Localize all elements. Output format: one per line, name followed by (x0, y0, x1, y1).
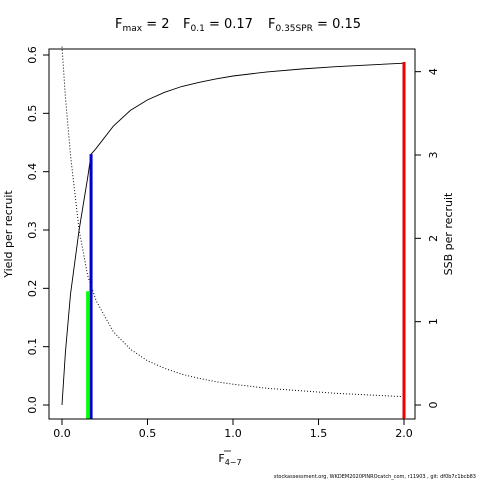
y-left-tick-label: 0.2 (26, 280, 39, 298)
x-tick-label: 0.0 (53, 427, 71, 440)
footer-note: stockassessment.org, WKDEM2020PINROcatch… (274, 474, 476, 480)
x-tick-label: 1.0 (224, 427, 242, 440)
yield-per-recruit-line (61, 62, 405, 406)
y-left-tick-label: 0.4 (26, 163, 39, 181)
y-right-tick-label: 1 (427, 318, 440, 325)
reference-lines (86, 62, 406, 419)
title-part-0-1: F0.1 = 0.17 (183, 17, 253, 34)
y-axis-right: 0 1 2 3 4 (414, 68, 440, 409)
y-right-tick-label: 0 (427, 402, 440, 409)
x-tick-label: 1.5 (310, 427, 328, 440)
series-curves (61, 46, 405, 406)
title-part-max: Fmax = 2 (115, 17, 170, 34)
y-axis-left-label: Yield per recruit (2, 190, 15, 279)
title-part-0-35SPR: F0.35SPR = 0.15 (268, 17, 361, 34)
y-left-tick-label: 0.0 (26, 396, 39, 414)
ssb-per-recruit-line (61, 46, 405, 398)
y-right-tick-label: 4 (427, 68, 440, 75)
x-axis-label: F4−7 (218, 450, 242, 467)
y-left-tick-label: 0.1 (26, 338, 39, 356)
plot-frame (48, 48, 416, 420)
x-tick-label: 0.5 (139, 427, 157, 440)
x-axis-label-text: F4−7 (218, 452, 241, 467)
y-left-tick-label: 0.3 (26, 221, 39, 239)
y-axis-right-label: SSB per recruit (442, 192, 455, 275)
y-axis-left: 0.0 0.1 0.2 0.3 0.4 0.5 0.6 (26, 46, 50, 414)
chart-title: Fmax = 2 F0.1 = 0.17 F0.35SPR = 0.15 (115, 17, 361, 34)
x-axis: 0.0 0.5 1.0 1.5 2.0 (53, 418, 413, 440)
y-left-tick-label: 0.5 (26, 105, 39, 123)
y-right-tick-label: 3 (427, 152, 440, 159)
y-left-tick-label: 0.6 (26, 46, 39, 64)
x-tick-label: 2.0 (395, 427, 413, 440)
y-right-tick-label: 2 (427, 235, 440, 242)
